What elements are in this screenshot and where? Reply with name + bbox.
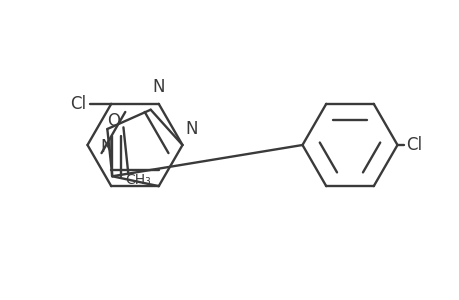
Text: CH₃: CH₃ — [124, 173, 150, 187]
Text: Cl: Cl — [405, 136, 421, 154]
Text: O: O — [106, 112, 119, 130]
Text: Cl: Cl — [70, 95, 86, 113]
Text: N: N — [152, 78, 165, 96]
Text: N: N — [185, 119, 197, 137]
Text: N: N — [100, 137, 112, 155]
